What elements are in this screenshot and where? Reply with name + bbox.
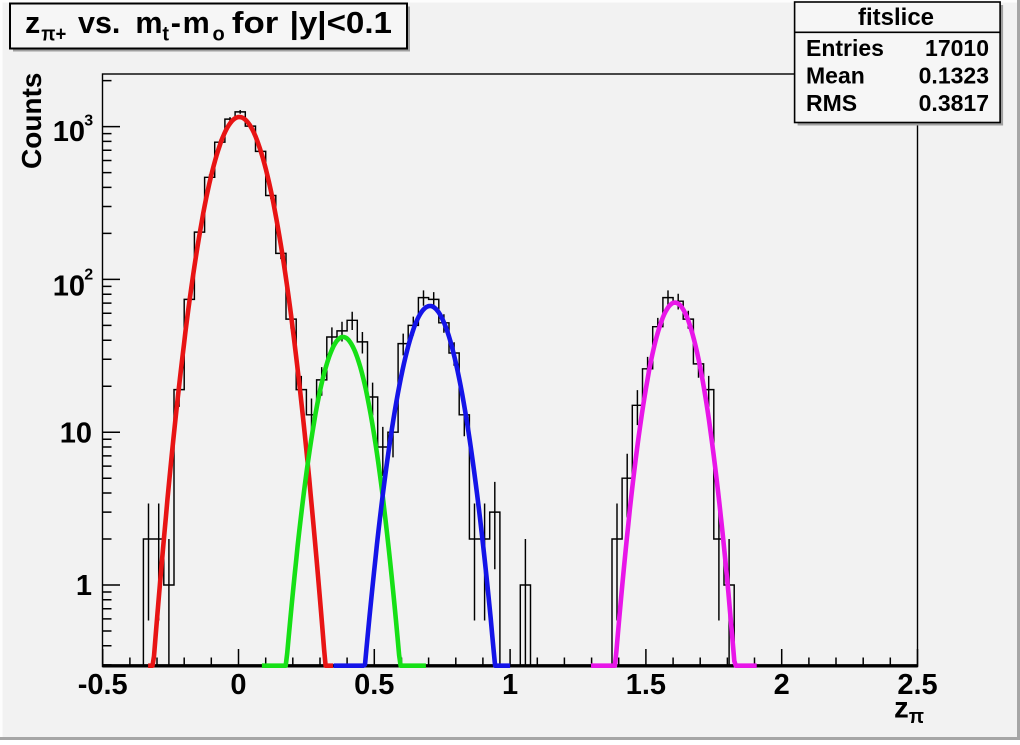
svg-text:m: m (135, 6, 162, 40)
svg-text:t: t (162, 24, 169, 46)
svg-text:0.5: 0.5 (354, 669, 394, 701)
svg-text:vs.: vs. (78, 6, 120, 40)
svg-text:2: 2 (84, 267, 93, 284)
svg-text:1: 1 (502, 669, 518, 701)
svg-text:3: 3 (84, 112, 93, 129)
svg-text:10: 10 (53, 116, 85, 148)
svg-text:1.5: 1.5 (626, 669, 666, 701)
svg-text:0: 0 (230, 669, 246, 701)
svg-text:-: - (171, 6, 181, 40)
svg-text:10: 10 (60, 418, 92, 450)
svg-text:o: o (213, 24, 225, 46)
svg-text:zπ: zπ (894, 692, 924, 729)
svg-text:for: for (232, 6, 279, 40)
svg-text:RMS: RMS (806, 90, 857, 116)
svg-text:π+: π+ (41, 24, 66, 46)
svg-text:17010: 17010 (925, 35, 989, 61)
svg-text:1: 1 (76, 570, 92, 602)
svg-text:0.1323: 0.1323 (919, 63, 989, 89)
svg-text:2.5: 2.5 (897, 669, 937, 701)
svg-text:2: 2 (774, 669, 790, 701)
svg-text:10: 10 (53, 271, 85, 303)
svg-text:Counts: Counts (16, 73, 47, 169)
svg-text:|y|<0.1: |y|<0.1 (290, 6, 392, 40)
svg-text:m: m (183, 6, 210, 40)
svg-text:z: z (25, 6, 40, 40)
svg-text:Entries: Entries (806, 35, 884, 61)
svg-text:Mean: Mean (806, 63, 865, 89)
svg-text:-0.5: -0.5 (78, 669, 128, 701)
svg-text:0.3817: 0.3817 (919, 90, 989, 116)
svg-text:fitslice: fitslice (858, 4, 934, 31)
